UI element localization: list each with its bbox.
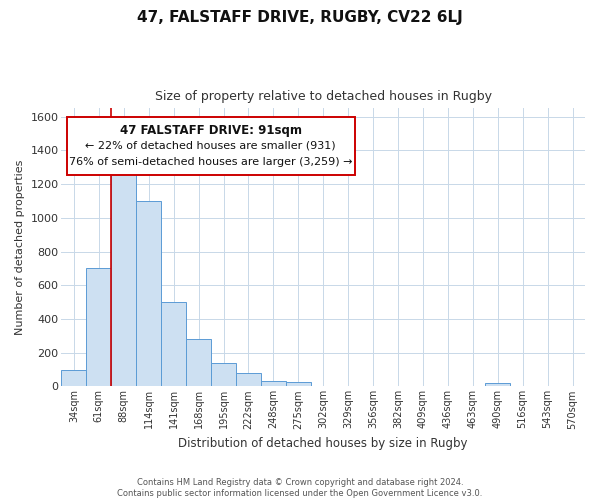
Bar	[186, 339, 211, 386]
Text: ← 22% of detached houses are smaller (931): ← 22% of detached houses are smaller (93…	[85, 140, 336, 150]
X-axis label: Distribution of detached houses by size in Rugby: Distribution of detached houses by size …	[178, 437, 468, 450]
Bar	[112, 160, 136, 386]
Bar	[261, 382, 286, 386]
Bar	[286, 382, 311, 386]
Bar	[211, 363, 236, 386]
Bar	[236, 373, 261, 386]
Title: Size of property relative to detached houses in Rugby: Size of property relative to detached ho…	[155, 90, 492, 103]
Bar	[61, 370, 86, 386]
Bar	[161, 302, 186, 386]
Bar	[136, 201, 161, 386]
Text: 76% of semi-detached houses are larger (3,259) →: 76% of semi-detached houses are larger (…	[69, 157, 352, 167]
FancyBboxPatch shape	[67, 116, 355, 175]
Text: 47 FALSTAFF DRIVE: 91sqm: 47 FALSTAFF DRIVE: 91sqm	[119, 124, 302, 136]
Bar	[86, 268, 112, 386]
Text: Contains HM Land Registry data © Crown copyright and database right 2024.
Contai: Contains HM Land Registry data © Crown c…	[118, 478, 482, 498]
Y-axis label: Number of detached properties: Number of detached properties	[15, 160, 25, 335]
Bar	[485, 383, 510, 386]
Text: 47, FALSTAFF DRIVE, RUGBY, CV22 6LJ: 47, FALSTAFF DRIVE, RUGBY, CV22 6LJ	[137, 10, 463, 25]
